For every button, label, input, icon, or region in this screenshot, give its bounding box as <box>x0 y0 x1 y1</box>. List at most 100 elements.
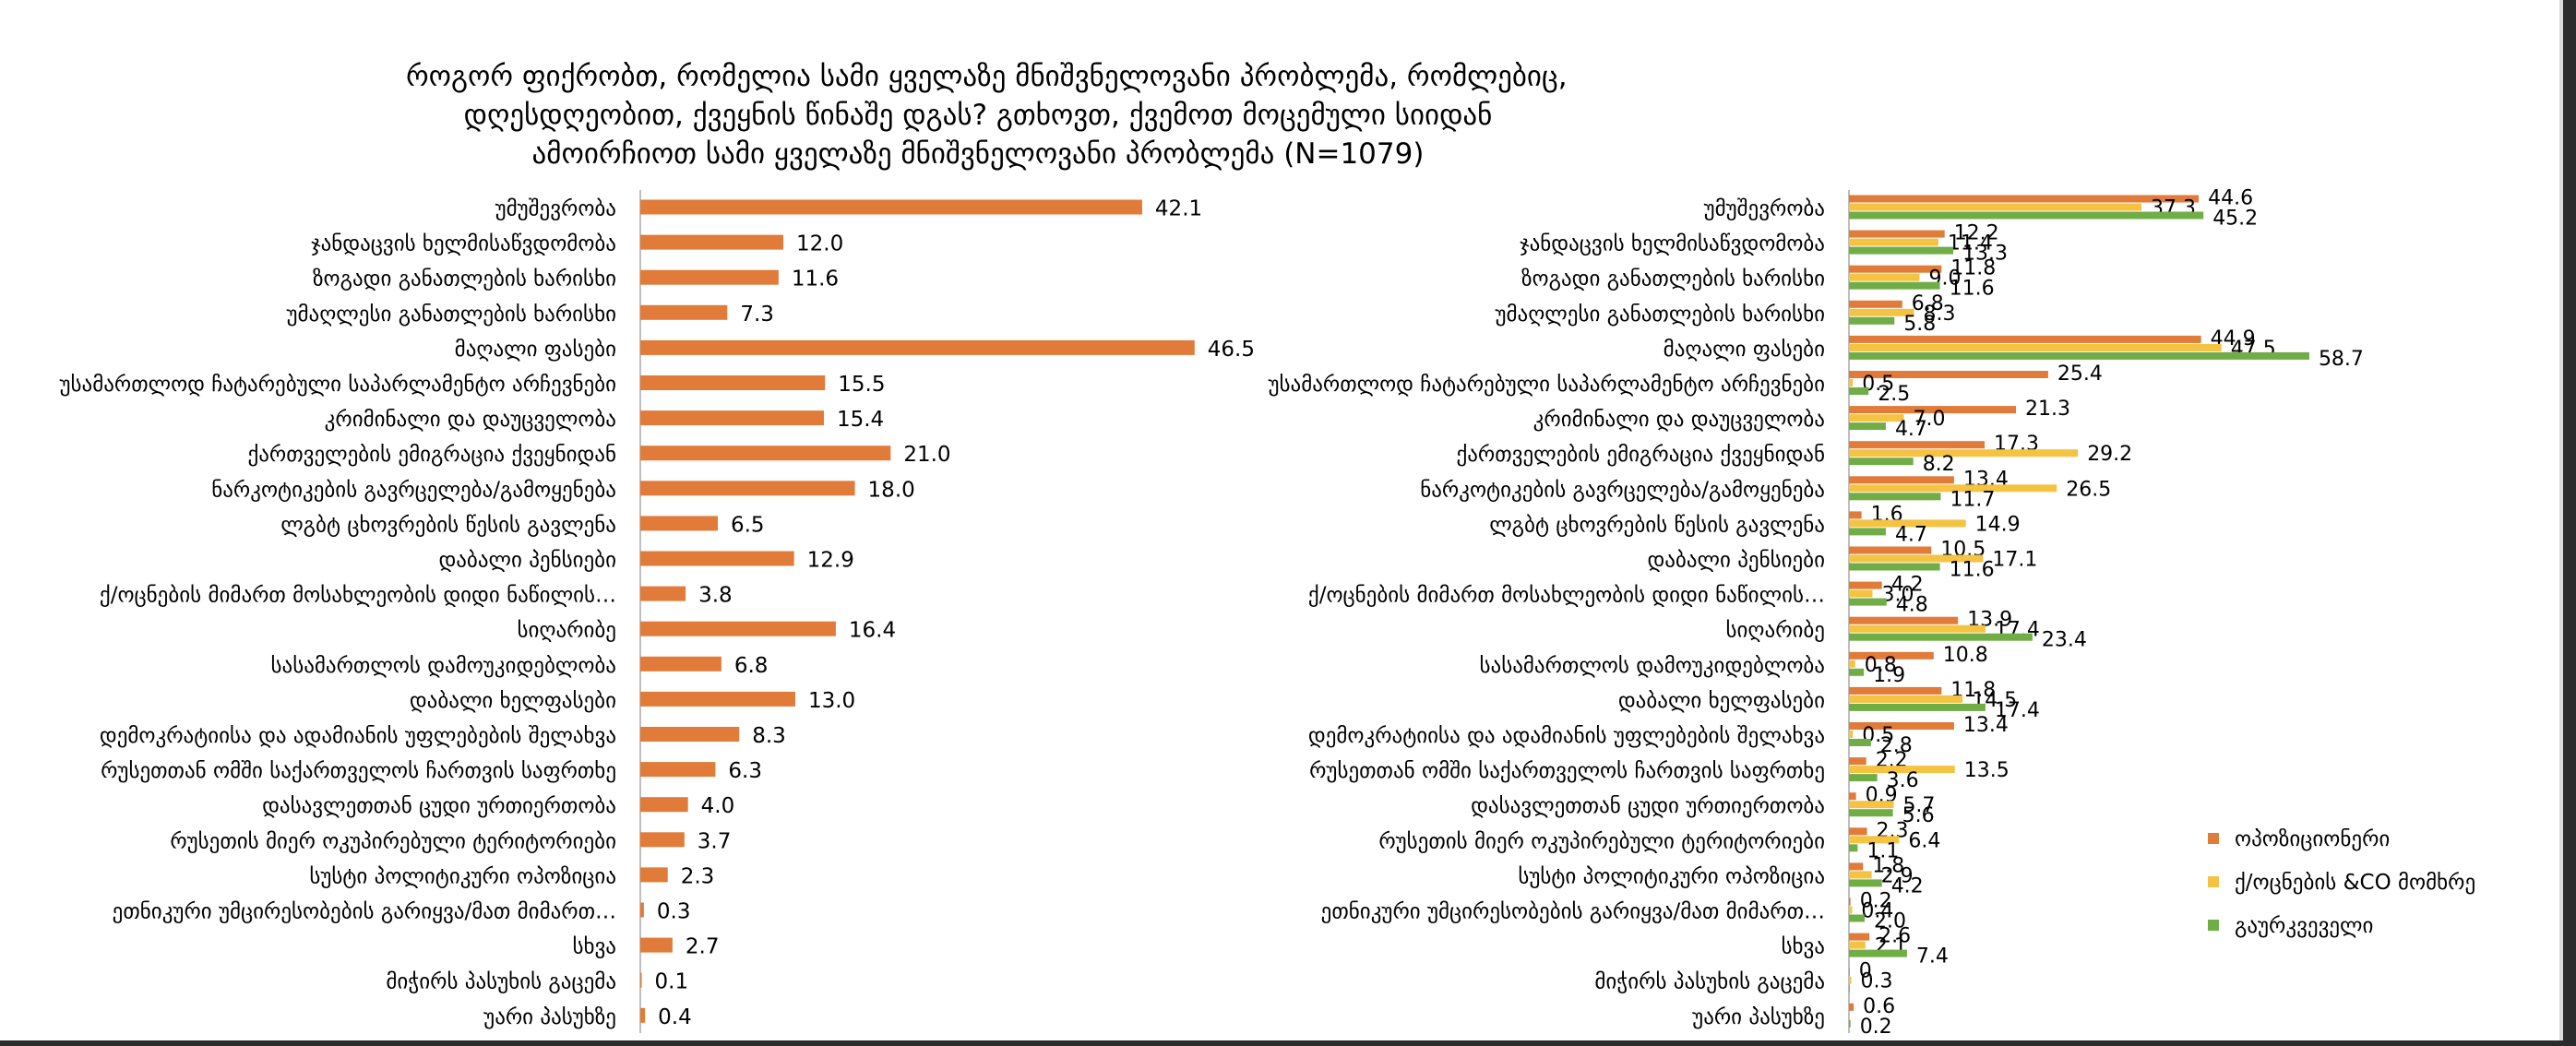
right-bar-value-label-series-3: 2.0 <box>1874 910 1906 933</box>
right-bar-series-2 <box>1849 379 1854 386</box>
left-bar-value-label: 12.0 <box>796 232 843 256</box>
right-bar-series-2 <box>1849 589 1873 598</box>
left-bar-value-label: 12.9 <box>807 549 854 573</box>
right-bar-series-3 <box>1849 493 1941 501</box>
right-bar-series-2 <box>1849 836 1900 844</box>
right-bar-value-label-series-2: 17.1 <box>1992 549 2037 572</box>
right-bar-value-label-series-3: 5.6 <box>1902 804 1935 827</box>
right-bar-series-3 <box>1849 984 1850 993</box>
right-bar-value-label-series-1: 1.8 <box>1872 854 1904 877</box>
right-bar-value-label-series-2: 14.9 <box>1975 513 2021 536</box>
legend-label-series-2: ქ/ოცნების &CO მომხრე <box>2235 871 2475 895</box>
left-bar-value-label: 4.0 <box>701 794 735 818</box>
chart-title-line-1: როგორ ფიქრობთ, რომელია სამი ყველაზე მნიშ… <box>406 60 1568 93</box>
right-bar-series-2 <box>1849 624 1986 633</box>
right-bar-value-label-series-1: 11.8 <box>1950 257 1996 280</box>
left-category-label: ქართველების ემიგრაცია ქვეყნიდან <box>247 443 616 467</box>
legend-label-series-3: გაურკვეველი <box>2235 914 2373 938</box>
right-bar-series-3 <box>1849 387 1869 395</box>
right-category-label: სუსტი პოლიტიკური ოპოზიცია <box>1518 864 1825 888</box>
right-bar-series-1 <box>1849 651 1934 660</box>
left-bar-value-label: 6.3 <box>728 759 762 783</box>
right-bar-series-3 <box>1849 281 1940 290</box>
right-bar-series-3 <box>1849 598 1887 606</box>
left-bar <box>640 1007 646 1023</box>
right-category-label: მიჭირს პასუხის გაცემა <box>1594 970 1825 994</box>
right-category-label: ქართველების ემიგრაცია ქვეყნიდან <box>1456 443 1825 467</box>
right-bar-series-3 <box>1849 739 1871 746</box>
right-category-label: მაღალი ფასები <box>1664 338 1825 362</box>
right-bar-value-label-series-1: 10.8 <box>1943 644 1988 667</box>
right-bar-value-label-series-2: 29.2 <box>2087 443 2132 466</box>
right-bar-value-label-series-3: 1.1 <box>1866 839 1899 862</box>
right-bar-value-label-series-3: 11.6 <box>1950 559 1995 582</box>
legend-swatch-series-3 <box>2208 920 2219 931</box>
right-bar-value-label-series-1: 44.6 <box>2208 187 2253 210</box>
left-bar-value-label: 13.0 <box>808 689 855 713</box>
right-bar-value-label-series-1: 21.3 <box>2025 398 2070 421</box>
right-bar-value-label-series-3: 11.6 <box>1950 278 1995 301</box>
left-bar <box>640 339 1195 355</box>
left-bar <box>640 972 642 988</box>
right-bar-value-label-series-2: 6.4 <box>1908 829 1940 852</box>
left-category-label: სხვა <box>572 935 616 959</box>
right-category-label: სხვა <box>1781 935 1825 959</box>
left-bar-value-label: 7.3 <box>740 303 774 327</box>
right-bar-value-label-series-2: 7.0 <box>1914 408 1946 431</box>
left-category-label: კრიმინალი და დაუცველობა <box>325 408 616 432</box>
right-bar-series-2 <box>1849 238 1938 246</box>
left-category-label: დასავლეთთან ცუდი ურთიერთობა <box>262 794 616 818</box>
left-bar <box>640 410 824 426</box>
right-bar-series-2 <box>1849 871 1872 879</box>
right-bar-series-1 <box>1849 686 1942 695</box>
right-category-label: რუსეთთან ომში საქართველოს ჩართვის საფრთხ… <box>1309 759 1825 783</box>
right-bar-series-2 <box>1849 766 1955 774</box>
legend-swatch-series-2 <box>2208 876 2219 887</box>
left-category-label: რუსეთთან ომში საქართველოს ჩართვის საფრთხ… <box>101 759 616 783</box>
left-category-label: ეთნიკური უმცირესობების გარიყვა/მათ მიმარ… <box>113 900 616 924</box>
right-bar-series-2 <box>1849 941 1866 949</box>
left-category-label: უმუშევრობა <box>495 197 616 221</box>
left-bar <box>640 516 718 531</box>
right-bar-value-label-series-1: 12.2 <box>1954 222 1999 245</box>
right-bar-series-1 <box>1849 616 1959 624</box>
right-bar-series-3 <box>1849 528 1886 536</box>
right-bar-series-2 <box>1849 731 1854 738</box>
right-bar-series-3 <box>1849 633 2033 641</box>
right-bar-series-1 <box>1849 897 1851 906</box>
left-category-label: ქ/ოცნების მიმართ მოსახლეობის დიდი ნაწილი… <box>100 584 616 608</box>
right-bar-series-1 <box>1849 722 1954 730</box>
right-bar-series-1 <box>1849 476 1954 484</box>
left-category-label: სიღარიბე <box>518 619 616 643</box>
right-bar-value-label-series-3: 4.8 <box>1896 594 1928 617</box>
left-bar <box>640 269 779 285</box>
left-bar <box>640 586 686 601</box>
right-bar-value-label-series-2: 0.4 <box>1861 900 1893 923</box>
left-category-label: სასამართლოს დამოუკიდებლობა <box>271 654 617 678</box>
right-bar-series-2 <box>1849 519 1966 528</box>
right-bar-value-label-series-3: 45.2 <box>2212 208 2258 231</box>
right-bar-series-2 <box>1849 1011 1850 1019</box>
right-bar-series-2 <box>1849 414 1904 422</box>
left-bar <box>640 797 688 813</box>
left-bar-value-label: 3.8 <box>698 584 733 608</box>
right-bar-series-3 <box>1849 422 1886 431</box>
right-category-label: რუსეთის მიერ ოკუპირებული ტერიტორიები <box>1378 829 1825 853</box>
right-bar-value-label-series-1: 0 <box>1859 960 1872 983</box>
right-bar-value-label-series-3: 2.5 <box>1878 383 1910 406</box>
right-bar-series-2 <box>1849 976 1852 984</box>
right-bar-series-2 <box>1849 906 1853 914</box>
left-bar <box>640 762 716 778</box>
right-bar-series-1 <box>1849 827 1867 836</box>
right-bar-series-1 <box>1849 265 1942 273</box>
left-bar-value-label: 15.5 <box>838 373 885 397</box>
chart-title: როგორ ფიქრობთ, რომელია სამი ყველაზე მნიშ… <box>406 57 1568 173</box>
right-category-label: უმუშევრობა <box>1704 197 1825 221</box>
window-edge-right <box>2563 0 2576 1046</box>
right-bar-series-2 <box>1849 449 2079 458</box>
right-bar-series-2 <box>1849 273 1920 281</box>
left-bar <box>640 937 673 953</box>
right-bar-value-label-series-2: 26.5 <box>2066 478 2111 501</box>
right-bar-series-2 <box>1849 343 2222 351</box>
window-edge-bottom <box>0 1040 2563 1046</box>
